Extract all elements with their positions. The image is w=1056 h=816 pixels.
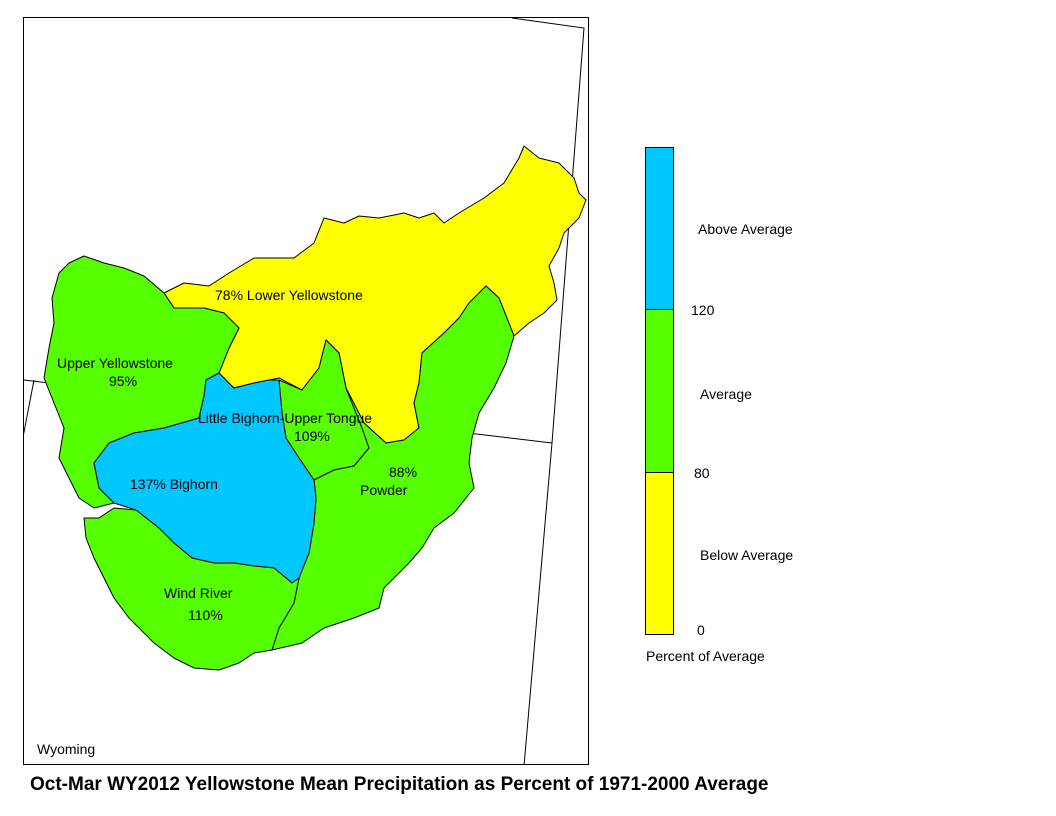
map-title: Oct-Mar WY2012 Yellowstone Mean Precipit…: [30, 774, 769, 795]
legend-break-0: 0: [697, 622, 705, 638]
label-wind-river-percent: 110%: [188, 607, 223, 623]
label-powder-name: Powder: [360, 482, 408, 498]
state-label: Wyoming: [37, 741, 95, 757]
state-boundary-east: [511, 18, 585, 764]
label-wind-river-name: Wind River: [164, 585, 233, 601]
label-upper-yellowstone-percent: 95%: [109, 373, 137, 389]
label-bighorn: 137% Bighorn: [130, 476, 218, 492]
state-boundary-wy-west: [24, 379, 35, 435]
label-lower-yellowstone: 78% Lower Yellowstone: [215, 287, 363, 303]
basin-map: 78% Lower Yellowstone Upper Yellowstone …: [24, 18, 587, 764]
label-lbut-percent: 109%: [294, 428, 330, 444]
legend-title: Percent of Average: [646, 648, 765, 664]
legend-label-below: Below Average: [700, 547, 794, 563]
legend-label-average: Average: [700, 386, 752, 402]
label-upper-yellowstone-name: Upper Yellowstone: [57, 355, 173, 371]
map-frame: 78% Lower Yellowstone Upper Yellowstone …: [23, 17, 589, 765]
legend-break-120: 120: [691, 302, 715, 318]
label-powder-percent: 88%: [389, 464, 417, 480]
legend-swatch-average: [645, 309, 674, 473]
legend-label-above: Above Average: [698, 221, 793, 237]
legend-swatch-below: [645, 472, 674, 635]
basin-wind-river[interactable]: [83, 507, 300, 671]
legend-break-80: 80: [694, 465, 710, 481]
legend-swatch-above: [645, 147, 674, 310]
label-lbut-name: Little Bighorn-Upper Tongue: [198, 410, 372, 426]
